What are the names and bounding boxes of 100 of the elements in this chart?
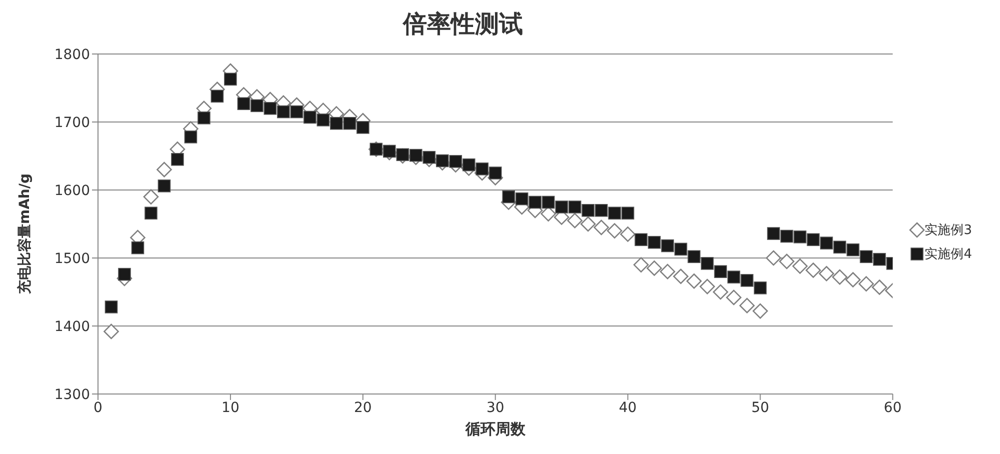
point <box>872 280 888 295</box>
x-tick-label: 0 <box>94 400 102 416</box>
point <box>858 276 874 292</box>
point <box>277 105 290 118</box>
point <box>237 97 250 110</box>
point <box>144 206 158 220</box>
point <box>661 239 674 252</box>
point <box>845 272 861 288</box>
point <box>582 204 594 217</box>
point <box>752 303 768 319</box>
point <box>712 284 728 300</box>
x-tick-label: 10 <box>222 400 240 416</box>
point <box>567 212 582 228</box>
point <box>131 241 144 254</box>
point <box>674 242 688 256</box>
point <box>794 230 806 244</box>
point <box>594 220 609 236</box>
point <box>673 268 688 284</box>
point <box>156 162 172 178</box>
point <box>528 196 542 209</box>
point <box>688 250 700 264</box>
point <box>118 268 131 281</box>
point <box>606 223 622 238</box>
legend-label: 实施例4 <box>924 246 972 263</box>
x-tick-label: 30 <box>486 400 504 416</box>
point <box>568 200 582 214</box>
point <box>806 262 821 278</box>
point <box>633 257 649 272</box>
point <box>515 192 528 206</box>
y-tick-label: 1800 <box>54 46 90 63</box>
point <box>449 155 462 168</box>
point <box>104 324 119 340</box>
point <box>171 153 184 166</box>
point <box>488 166 502 180</box>
point <box>476 162 489 176</box>
point <box>143 189 159 204</box>
y-tick-label: 1700 <box>54 114 90 131</box>
point <box>646 260 662 276</box>
point <box>846 243 860 256</box>
point <box>436 154 449 168</box>
point <box>621 206 634 220</box>
x-tick-label: 20 <box>354 400 372 416</box>
point <box>700 278 715 294</box>
point <box>210 90 224 103</box>
point <box>264 102 277 115</box>
x-axis-title: 循环周数 <box>464 420 526 438</box>
point <box>382 144 396 158</box>
point <box>792 258 808 274</box>
point <box>330 116 343 130</box>
point <box>648 236 661 249</box>
point <box>739 298 755 314</box>
point <box>726 290 742 306</box>
point <box>806 233 820 246</box>
point <box>780 230 794 243</box>
point <box>502 190 516 204</box>
y-tick-label: 1600 <box>54 182 90 199</box>
point <box>833 240 846 254</box>
point <box>700 257 714 270</box>
point <box>727 270 740 284</box>
point <box>555 200 568 214</box>
point <box>542 196 555 209</box>
point <box>740 274 754 287</box>
point <box>184 130 198 144</box>
point <box>660 264 676 280</box>
point <box>396 148 410 162</box>
y-axis-title: 充电比容量mAh/g <box>16 173 33 295</box>
point <box>873 252 886 266</box>
point <box>580 216 596 232</box>
point <box>356 121 370 134</box>
point <box>409 148 422 162</box>
point <box>290 105 304 118</box>
x-tick-label: 60 <box>884 400 902 416</box>
y-tick-label: 1300 <box>54 386 90 403</box>
point <box>104 300 118 314</box>
point <box>462 158 476 172</box>
point <box>766 250 782 266</box>
point <box>634 233 648 246</box>
point <box>422 150 436 164</box>
x-tick-label: 40 <box>618 400 637 416</box>
legend-label: 实施例3 <box>924 222 972 239</box>
point <box>594 204 608 217</box>
point <box>754 282 767 294</box>
point <box>250 99 264 112</box>
point <box>343 116 356 130</box>
y-tick-label: 1500 <box>54 250 90 267</box>
point <box>304 110 316 124</box>
x-tick-label: 50 <box>751 400 770 416</box>
point <box>198 112 210 124</box>
y-tick-label: 1400 <box>54 318 90 335</box>
point <box>714 265 727 278</box>
point <box>767 227 780 240</box>
point <box>779 254 794 270</box>
point <box>832 269 848 285</box>
point <box>820 236 833 250</box>
point <box>620 226 636 242</box>
point <box>860 250 873 264</box>
point <box>316 114 330 126</box>
point <box>686 273 702 289</box>
point <box>158 180 171 192</box>
point <box>608 206 621 220</box>
